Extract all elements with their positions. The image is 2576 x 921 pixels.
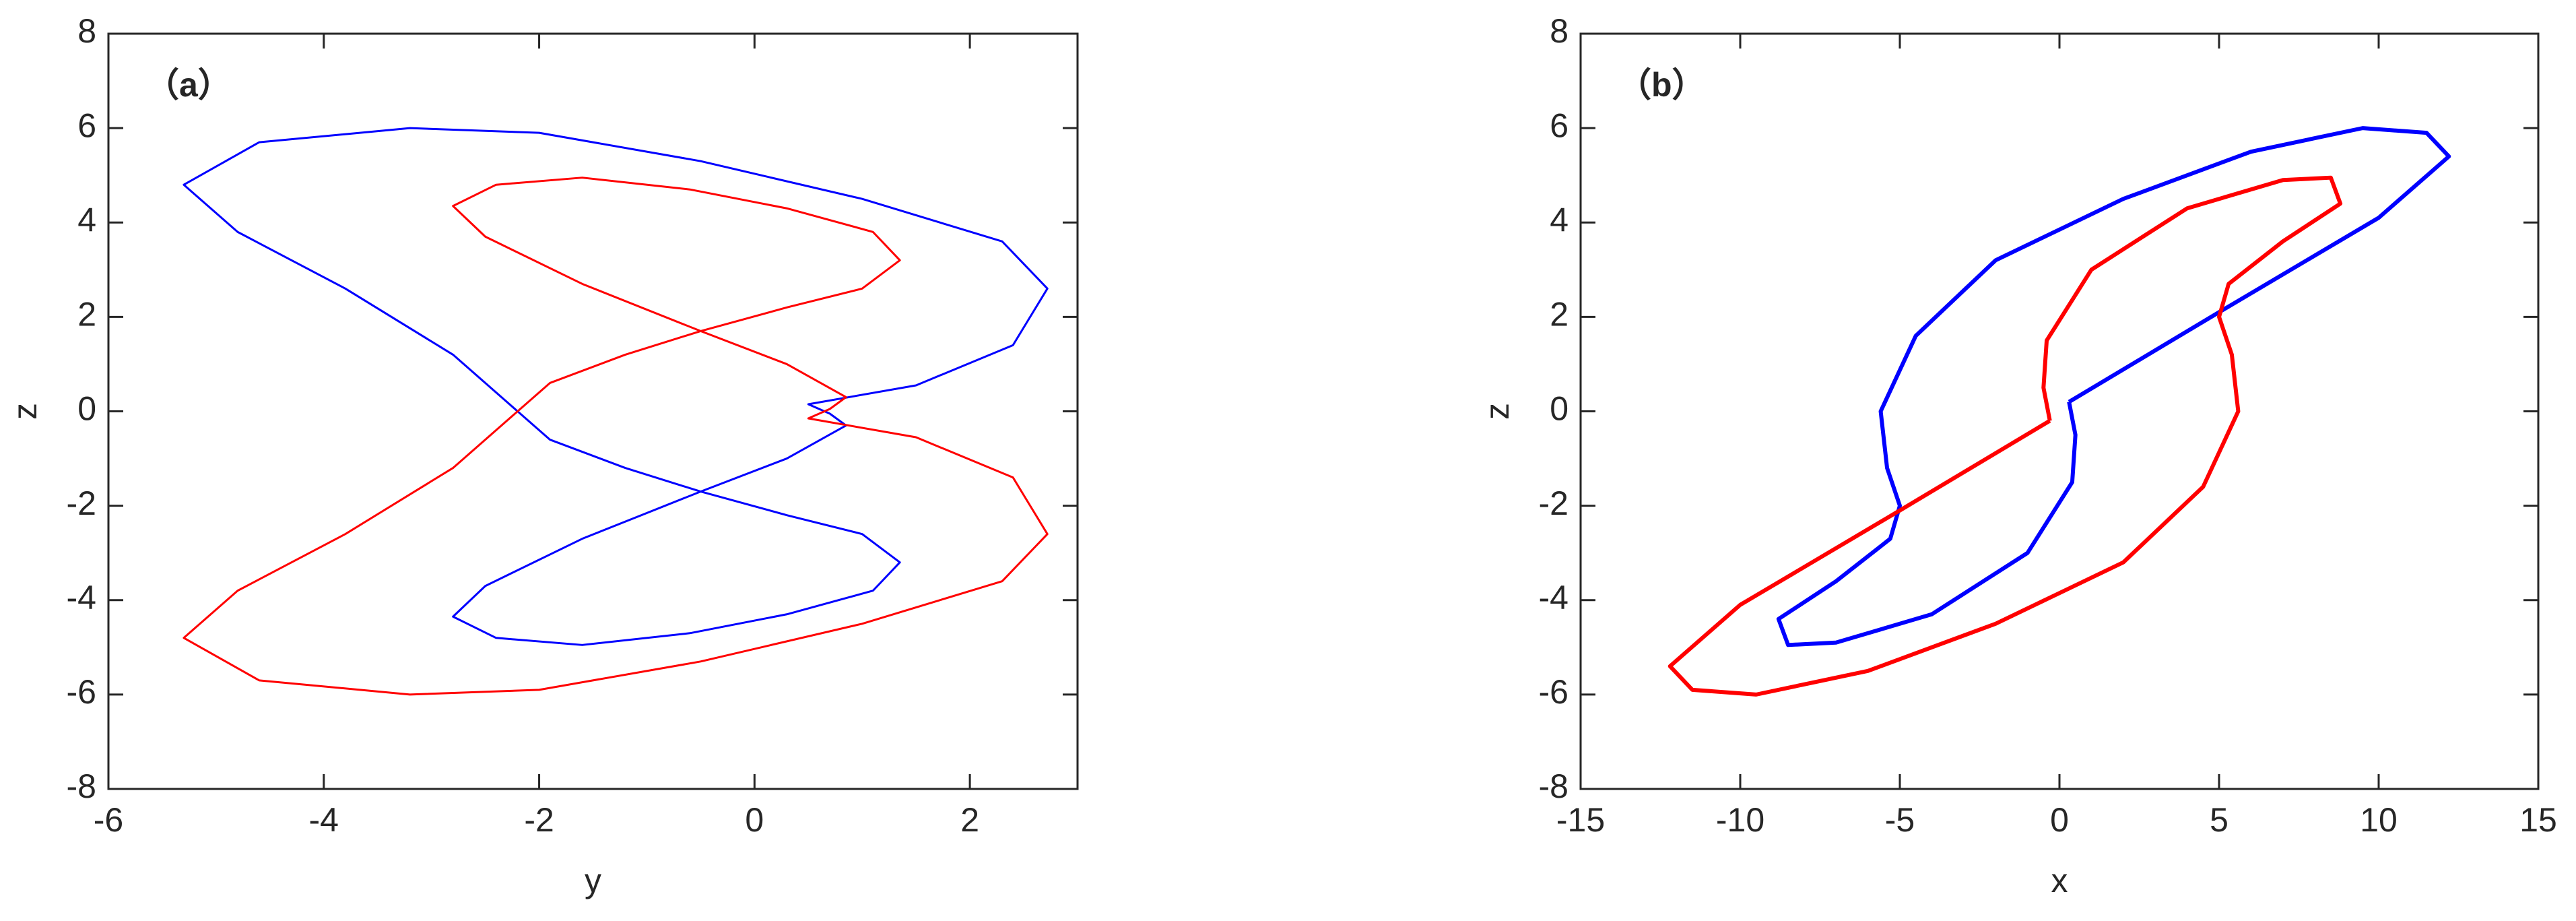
y-tick-label: 8	[1550, 12, 1568, 50]
x-tick-label: 2	[960, 801, 979, 839]
x-tick-label: 15	[2519, 801, 2557, 839]
x-tick-label: 5	[2210, 801, 2228, 839]
series-line	[183, 177, 1049, 696]
y-tick-label: 4	[1550, 201, 1568, 239]
y-tick-label: 2	[1550, 296, 1568, 334]
x-tick-label: 0	[745, 801, 764, 839]
plot-frame	[107, 32, 1079, 790]
y-tick-label: 2	[77, 296, 96, 334]
y-tick-label: 0	[1550, 390, 1568, 428]
y-tick-label: -6	[67, 673, 96, 711]
series-line	[183, 127, 1049, 646]
panel-label: （b）	[1618, 66, 1706, 104]
x-tick-label: 0	[2050, 801, 2069, 839]
y-tick-label: -8	[1539, 767, 1568, 805]
y-tick-label: 4	[77, 201, 96, 239]
x-axis-label: y	[585, 862, 601, 899]
y-tick-label: -4	[67, 579, 96, 616]
series-line	[1667, 175, 2343, 697]
x-tick-label: 10	[2360, 801, 2398, 839]
y-tick-label: -2	[1539, 484, 1568, 522]
y-axis-label: z	[6, 403, 44, 420]
x-axis-label: x	[2051, 862, 2068, 899]
y-tick-label: 8	[77, 12, 96, 50]
y-tick-label: -2	[67, 484, 96, 522]
x-tick-label: -10	[1716, 801, 1764, 839]
x-tick-label: -4	[309, 801, 339, 839]
y-tick-label: 6	[1550, 106, 1568, 144]
panel-label: （a）	[145, 66, 232, 104]
x-tick-label: -2	[524, 801, 554, 839]
y-tick-label: -8	[67, 767, 96, 805]
x-tick-label: -6	[94, 801, 123, 839]
y-tick-label: 6	[77, 106, 96, 144]
y-axis-label: z	[1478, 403, 1516, 420]
series-line	[1776, 126, 2451, 647]
x-tick-label: -5	[1885, 801, 1915, 839]
y-tick-label: -6	[1539, 673, 1568, 711]
x-tick-label: -15	[1556, 801, 1605, 839]
plot-frame	[1579, 32, 2540, 790]
y-tick-label: 0	[77, 390, 96, 428]
y-tick-label: -4	[1539, 579, 1568, 616]
